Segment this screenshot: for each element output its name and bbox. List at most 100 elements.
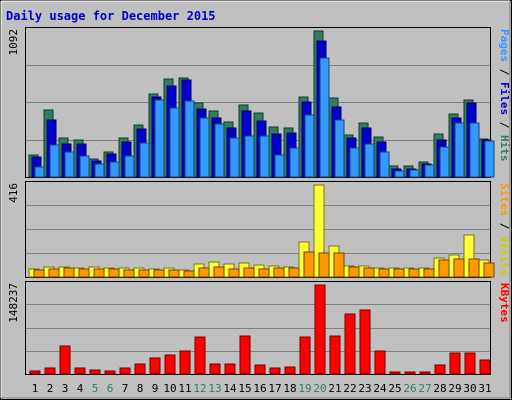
bar-sites-day-31 — [483, 262, 495, 278]
x-tick-label: 1 — [32, 382, 39, 395]
series-sites — [33, 251, 495, 278]
bar-kbytes-day-4 — [74, 367, 86, 375]
legend-entry: Sites — [498, 183, 511, 216]
bar-pages-day-11 — [184, 100, 195, 178]
bar-sites-day-10 — [168, 269, 180, 278]
bar-pages-day-12 — [199, 117, 210, 178]
bar-pages-day-18 — [289, 147, 300, 178]
panel-max-label: 416 — [7, 183, 20, 203]
legend-entry: Visits — [498, 236, 511, 276]
bar-kbytes-day-7 — [119, 367, 131, 375]
x-axis-labels: 1 2 3 4 5 6 7 8 9 10 11 12 13 14 15 16 17 18 19 20 21 22 23 24 2… — [32, 382, 492, 395]
bar-kbytes-day-9 — [149, 357, 161, 375]
legend-entry: / — [498, 62, 511, 82]
bar-kbytes-day-15 — [239, 335, 251, 375]
bar-pages-day-17 — [274, 154, 285, 178]
bar-sites-day-8 — [138, 269, 150, 278]
bar-sites-day-18 — [288, 267, 300, 278]
bar-sites-day-12 — [198, 267, 210, 278]
bar-pages-day-1 — [34, 166, 45, 178]
legend-entry: Files — [498, 82, 511, 115]
bar-kbytes-day-21 — [329, 335, 341, 375]
x-tick-label: 21 — [328, 382, 341, 395]
bar-kbytes-day-14 — [224, 363, 236, 375]
bar-kbytes-day-18 — [284, 366, 296, 375]
x-tick-label: 10 — [163, 382, 176, 395]
series-kbytes — [29, 284, 491, 375]
bar-pages-day-26 — [409, 169, 420, 178]
x-tick-label: 8 — [137, 382, 144, 395]
bar-sites-day-17 — [273, 267, 285, 278]
bar-kbytes-day-11 — [179, 350, 191, 375]
bar-kbytes-day-29 — [449, 352, 461, 375]
x-tick-label: 23 — [358, 382, 371, 395]
bar-pages-day-21 — [334, 119, 345, 178]
panel-axis-legend: Sites / Visits — [498, 183, 511, 276]
bar-kbytes-day-16 — [254, 364, 266, 375]
bar-sites-day-27 — [423, 268, 435, 278]
bar-pages-day-8 — [139, 142, 150, 178]
x-tick-label: 18 — [283, 382, 296, 395]
panel-middle: 416 Sites / Visits — [7, 181, 511, 278]
bar-sites-day-9 — [153, 269, 165, 278]
bar-kbytes-day-23 — [359, 309, 371, 375]
legend-entry: / — [498, 216, 511, 236]
legend-entry: KBytes — [498, 283, 511, 323]
bar-pages-day-6 — [109, 161, 120, 178]
bar-kbytes-day-3 — [59, 345, 71, 375]
bar-kbytes-day-20 — [314, 284, 326, 375]
bar-kbytes-day-26 — [404, 371, 416, 375]
bar-kbytes-day-12 — [194, 336, 206, 375]
bar-pages-day-5 — [94, 163, 105, 178]
legend-entry: Hits — [498, 135, 511, 162]
bar-sites-day-20 — [318, 252, 330, 278]
panel-bottom: 148237 KBytes — [7, 281, 511, 375]
bar-sites-day-1 — [33, 269, 45, 278]
bar-pages-day-28 — [439, 146, 450, 178]
bar-kbytes-day-13 — [209, 363, 221, 375]
bar-sites-day-19 — [303, 251, 315, 278]
panel-top: 1092 Pages / Files / Hits — [7, 27, 511, 178]
bar-sites-day-14 — [228, 268, 240, 278]
bar-pages-day-29 — [454, 122, 465, 178]
bar-kbytes-day-27 — [419, 371, 431, 375]
bar-kbytes-day-17 — [269, 367, 281, 375]
x-tick-label: 2 — [47, 382, 54, 395]
bar-sites-day-30 — [468, 258, 480, 278]
panel-axis-legend: KBytes — [498, 283, 511, 323]
x-tick-label: 25 — [388, 382, 401, 395]
bar-pages-day-22 — [349, 147, 360, 178]
bar-pages-day-30 — [469, 122, 480, 178]
bar-sites-day-22 — [348, 266, 360, 278]
bar-sites-day-6 — [108, 268, 120, 278]
bar-kbytes-day-19 — [299, 336, 311, 375]
bar-kbytes-day-30 — [464, 352, 476, 375]
x-tick-label: 11 — [178, 382, 191, 395]
bar-pages-day-19 — [304, 114, 315, 178]
x-tick-label: 26 — [403, 382, 416, 395]
legend-entry: / — [498, 115, 511, 135]
bar-sites-day-4 — [78, 268, 90, 278]
x-tick-label: 7 — [122, 382, 129, 395]
series-pages — [34, 57, 495, 178]
bar-pages-day-14 — [229, 137, 240, 178]
panel-max-label: 1092 — [7, 29, 20, 56]
x-tick-label: 17 — [268, 382, 281, 395]
bar-sites-day-23 — [363, 267, 375, 278]
chart-panels: 1092 Pages / Files / Hits 416 Sites / Visit… — [7, 27, 511, 375]
bar-pages-day-31 — [484, 140, 495, 178]
x-tick-label: 12 — [193, 382, 206, 395]
bar-sites-day-26 — [408, 268, 420, 278]
bar-pages-day-4 — [79, 155, 90, 178]
x-tick-label: 4 — [77, 382, 84, 395]
bar-kbytes-day-25 — [389, 371, 401, 375]
bar-sites-day-24 — [378, 268, 390, 278]
x-tick-label: 3 — [62, 382, 69, 395]
bar-kbytes-day-1 — [29, 370, 41, 375]
x-tick-label: 14 — [223, 382, 237, 395]
x-tick-label: 16 — [253, 382, 266, 395]
x-tick-label: 9 — [152, 382, 159, 395]
x-tick-label: 5 — [92, 382, 99, 395]
bar-pages-day-16 — [259, 135, 270, 178]
x-tick-label: 28 — [433, 382, 446, 395]
